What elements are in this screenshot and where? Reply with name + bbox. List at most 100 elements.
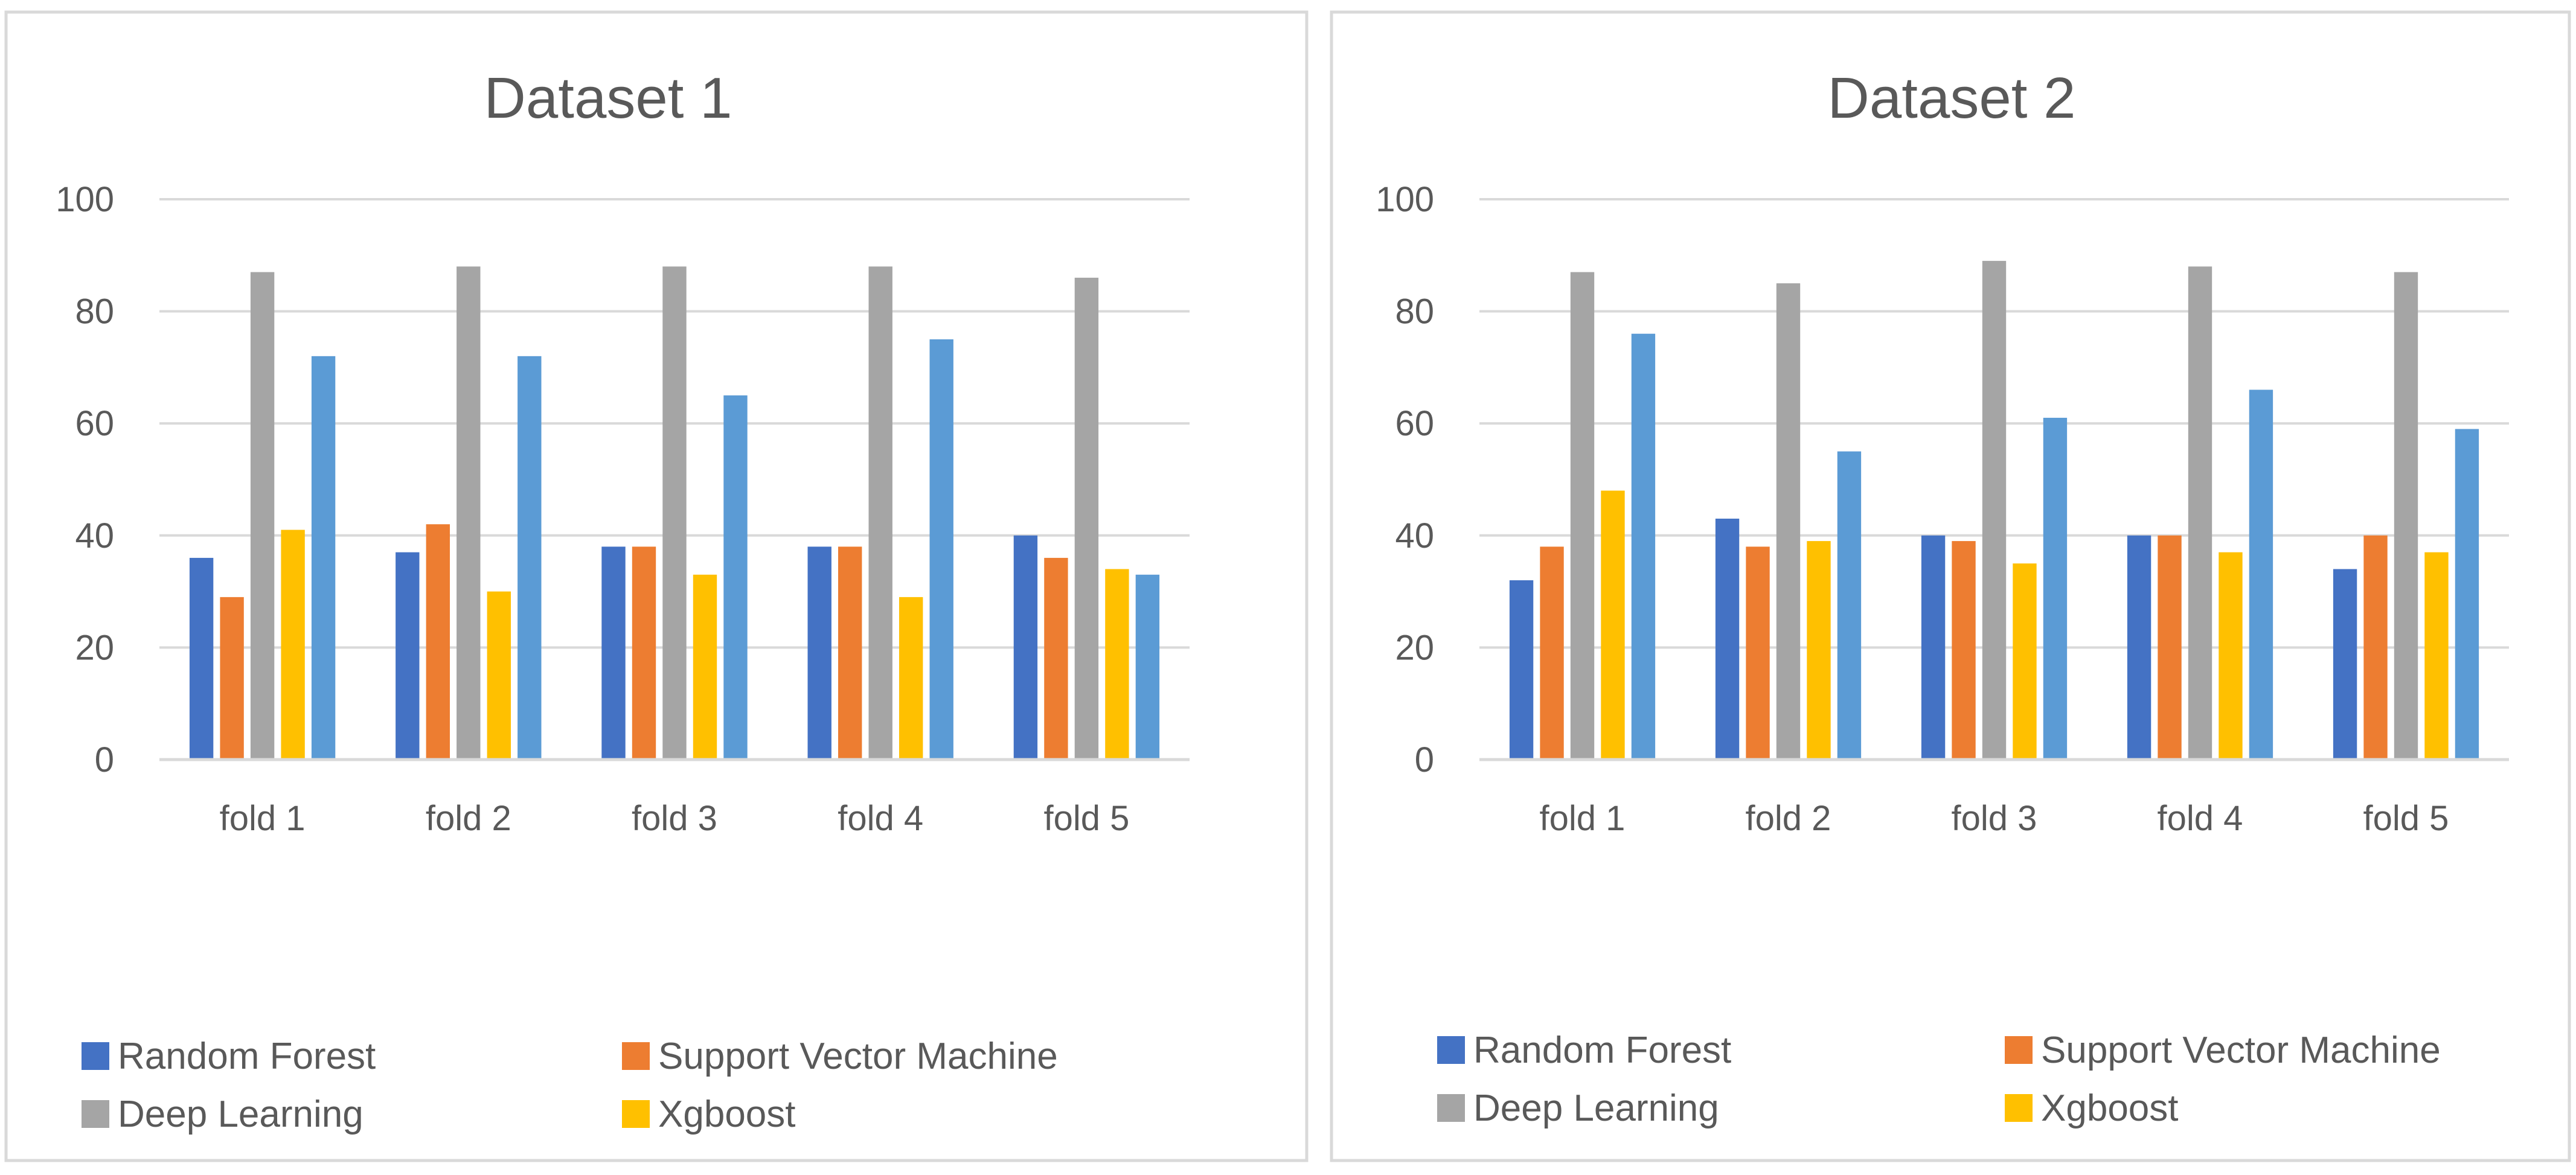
bar-fold1-series-4	[1601, 490, 1625, 760]
chart-title: Dataset 1	[484, 66, 732, 130]
legend-label: Deep Learning	[1473, 1087, 1719, 1129]
bar-fold1-series-1	[189, 557, 214, 760]
legend-item: Xgboost	[2005, 1087, 2179, 1129]
bar-fold5-series-1	[2333, 569, 2357, 760]
legend-item: Xgboost	[622, 1093, 796, 1135]
bar-fold2-series-2	[1746, 546, 1770, 760]
bar-fold4-series-3	[868, 266, 892, 760]
y-tick-label: 60	[75, 404, 114, 443]
x-tick-label: fold 5	[1043, 799, 1129, 838]
legend-swatch	[622, 1100, 650, 1128]
bar-fold2-series-1	[1715, 518, 1740, 760]
legend-swatch	[2005, 1094, 2033, 1122]
bar-fold3-series-3	[1982, 261, 2007, 760]
bar-fold3-series-1	[1921, 535, 1946, 760]
bar-fold5-series-3	[2394, 272, 2418, 760]
bar-fold2-series-1	[396, 552, 420, 760]
y-tick-label: 80	[75, 292, 114, 331]
bar-fold5-series-1	[1013, 535, 1038, 760]
bar-fold4-series-4	[899, 597, 923, 760]
legend-swatch	[2005, 1036, 2033, 1064]
bar-fold3-series-3	[662, 266, 687, 760]
bar-fold2-series-2	[426, 524, 450, 760]
bar-fold4-series-5	[2249, 389, 2273, 760]
bar-fold1-series-3	[1570, 272, 1595, 760]
y-tick-label: 0	[1415, 740, 1434, 780]
legend-label: Deep Learning	[118, 1093, 364, 1135]
legend-label: Support Vector Machine	[2041, 1029, 2441, 1071]
y-tick-label: 40	[1395, 516, 1434, 555]
bar-fold3-series-2	[1952, 541, 1976, 760]
legend-label: Xgboost	[658, 1093, 796, 1135]
x-tick-label: fold 2	[1746, 799, 1831, 838]
legend-label: Random Forest	[118, 1036, 376, 1077]
bar-fold4-series-1	[807, 546, 831, 760]
bar-fold5-series-4	[1105, 569, 1129, 760]
x-tick-label: fold 2	[426, 799, 511, 838]
bar-fold1-series-4	[281, 530, 305, 760]
y-tick-label: 60	[1395, 404, 1434, 443]
bar-fold5-series-5	[1135, 574, 1160, 760]
bar-fold4-series-5	[929, 339, 953, 760]
chart-title: Dataset 2	[1828, 66, 2076, 130]
bar-fold1-series-2	[1540, 546, 1564, 760]
bar-fold4-series-1	[2127, 535, 2151, 760]
bar-fold3-series-5	[723, 395, 748, 760]
x-tick-label: fold 4	[2158, 799, 2243, 838]
bar-fold2-series-3	[457, 266, 481, 760]
legend-item: Random Forest	[82, 1036, 376, 1077]
bar-fold5-series-3	[1074, 277, 1099, 760]
legend-item: Support Vector Machine	[622, 1036, 1058, 1077]
x-tick-label: fold 4	[838, 799, 923, 838]
bar-fold1-series-3	[250, 272, 275, 760]
bar-fold5-series-2	[1044, 557, 1068, 760]
legend-swatch	[622, 1042, 650, 1070]
x-tick-label: fold 5	[2363, 799, 2449, 838]
bar-fold3-series-4	[2013, 563, 2037, 760]
bar-fold1-series-5	[1631, 333, 1656, 760]
bar-fold1-series-2	[220, 597, 244, 760]
x-tick-label: fold 1	[220, 799, 306, 838]
bar-fold2-series-4	[1807, 541, 1831, 760]
legend-item: Deep Learning	[1437, 1087, 1719, 1129]
y-tick-label: 20	[1395, 628, 1434, 667]
bar-fold2-series-4	[487, 591, 511, 760]
x-tick-label: fold 1	[1540, 799, 1626, 838]
legend-label: Support Vector Machine	[658, 1036, 1058, 1077]
y-tick-label: 80	[1395, 292, 1434, 331]
bar-fold2-series-5	[517, 356, 542, 760]
legend-item: Deep Learning	[82, 1093, 364, 1135]
y-tick-label: 40	[75, 516, 114, 555]
bar-fold5-series-2	[2363, 535, 2388, 760]
bar-fold1-series-1	[1509, 580, 1534, 760]
legend-swatch	[1437, 1036, 1465, 1064]
legend-label: Xgboost	[2041, 1087, 2179, 1129]
bar-fold5-series-5	[2455, 429, 2479, 760]
chart-panel-2: Dataset 2 0 20 40 60 80 100 fold 1 fold 2 fold 3 f…	[1330, 10, 2571, 1162]
legend-swatch	[82, 1100, 109, 1128]
bar-fold3-series-4	[693, 574, 717, 760]
legend-swatch	[1437, 1094, 1465, 1122]
legend-label: Random Forest	[1473, 1029, 1731, 1071]
y-tick-label: 0	[95, 740, 114, 780]
y-tick-label: 100	[1376, 180, 1434, 219]
chart-border	[1330, 10, 2571, 1162]
bar-fold4-series-2	[2158, 535, 2182, 760]
legend-item: Random Forest	[1437, 1029, 1731, 1071]
bar-fold1-series-5	[311, 356, 336, 760]
x-tick-label: fold 3	[632, 799, 717, 838]
bar-fold3-series-1	[601, 546, 626, 760]
bar-fold3-series-5	[2043, 417, 2068, 760]
bar-fold4-series-2	[838, 546, 862, 760]
bar-fold2-series-5	[1837, 451, 1862, 760]
y-tick-label: 20	[75, 628, 114, 667]
bar-fold2-series-3	[1776, 283, 1801, 760]
y-tick-label: 100	[56, 180, 114, 219]
legend-item: Support Vector Machine	[2005, 1029, 2441, 1071]
bar-fold4-series-3	[2188, 266, 2212, 760]
chart-panel-1: Dataset 1 0 20 40 60 80 100 fold 1 fold 2 fold 3 f…	[4, 10, 1309, 1162]
bar-fold4-series-4	[2219, 552, 2243, 760]
x-tick-label: fold 3	[1952, 799, 2037, 838]
bar-fold3-series-2	[632, 546, 656, 760]
